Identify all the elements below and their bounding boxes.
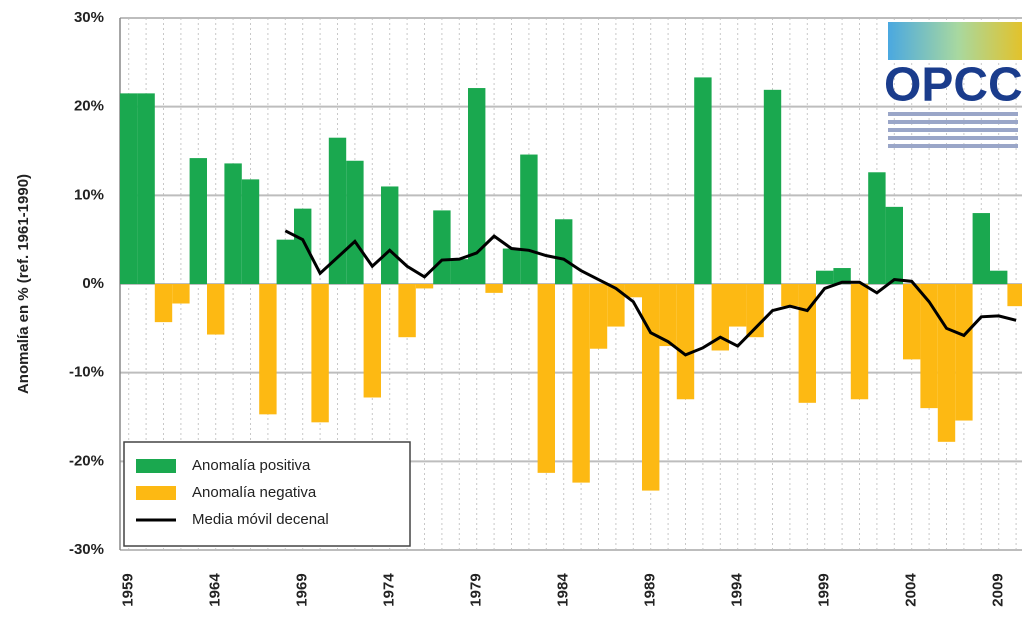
- bar: [798, 284, 816, 403]
- bar: [972, 213, 990, 284]
- bar: [729, 284, 747, 327]
- legend-label: Anomalía positiva: [192, 457, 311, 474]
- x-tick-label: 1989: [642, 573, 659, 606]
- bar: [937, 284, 956, 442]
- bar: [207, 284, 225, 335]
- bar: [154, 284, 173, 323]
- logo: OPCC: [884, 22, 1022, 148]
- y-tick-label: 20%: [74, 98, 104, 115]
- bar: [502, 248, 521, 284]
- bar: [485, 284, 503, 293]
- bar: [415, 284, 434, 289]
- legend-swatch: [136, 486, 176, 500]
- logo-band: [888, 22, 1022, 60]
- x-tick-label: 1959: [120, 573, 137, 606]
- bar: [781, 284, 799, 307]
- bar: [990, 270, 1008, 284]
- bar: [259, 284, 277, 415]
- legend: Anomalía positiva Anomalía negativa Media …: [123, 441, 411, 547]
- bar: [276, 239, 294, 284]
- bar: [311, 284, 329, 423]
- bar: [642, 284, 660, 491]
- bar: [398, 284, 416, 338]
- y-tick-label: 0%: [82, 275, 104, 292]
- bar: [137, 93, 155, 284]
- bar: [1007, 284, 1022, 307]
- bar: [955, 284, 973, 421]
- logo-text: OPCC: [884, 59, 1022, 112]
- x-tick-label: 1969: [294, 573, 311, 606]
- bar: [903, 284, 921, 360]
- y-tick-label: -20%: [69, 452, 104, 469]
- bar: [450, 259, 468, 284]
- x-tick-label: 1994: [729, 573, 746, 607]
- bar: [850, 284, 869, 400]
- bar: [833, 268, 851, 284]
- bar: [868, 172, 886, 284]
- bar: [520, 154, 538, 284]
- bar: [607, 284, 625, 327]
- bar: [694, 77, 712, 284]
- bar: [659, 284, 677, 347]
- logo-line: [888, 128, 1018, 132]
- bar: [885, 206, 903, 284]
- bar: [381, 186, 399, 284]
- x-tick-label: 1974: [381, 573, 398, 607]
- bar: [711, 284, 729, 351]
- bar: [676, 284, 695, 400]
- x-tick-label: 1984: [555, 573, 572, 607]
- bar: [328, 137, 347, 284]
- logo-line: [888, 120, 1018, 124]
- bar: [920, 284, 938, 409]
- y-axis-label: Anomalía en % (ref. 1961-1990): [15, 174, 32, 394]
- bar: [433, 210, 451, 284]
- y-tick-label: -10%: [69, 364, 104, 381]
- bar: [189, 158, 207, 284]
- bar: [624, 284, 642, 298]
- bar: [468, 88, 486, 285]
- bar: [816, 270, 834, 284]
- y-tick-label: -30%: [69, 541, 104, 558]
- legend-label: Anomalía negativa: [192, 484, 317, 501]
- bar: [537, 284, 555, 473]
- bar: [294, 208, 312, 284]
- x-tick-label: 2004: [903, 573, 920, 607]
- x-tick-label: 1964: [207, 573, 224, 607]
- logo-line: [888, 112, 1018, 116]
- bar: [363, 284, 381, 398]
- logo-line: [888, 144, 1018, 148]
- bar: [763, 89, 782, 284]
- bar: [572, 284, 590, 483]
- x-tick-label: 2009: [990, 573, 1007, 606]
- legend-swatch: [136, 459, 176, 473]
- moving-average-line: [284, 229, 1017, 357]
- legend-label: Media móvil decenal: [192, 511, 329, 528]
- x-tick-label: 1979: [468, 573, 485, 606]
- bar: [346, 160, 364, 284]
- bar: [172, 284, 190, 304]
- y-tick-label: 30%: [74, 9, 104, 26]
- bar: [241, 179, 260, 284]
- x-tick-label: 1999: [816, 573, 833, 606]
- bar: [224, 163, 242, 284]
- bar: [555, 219, 573, 284]
- bar: [120, 93, 138, 284]
- y-tick-label: 10%: [74, 186, 104, 203]
- logo-line: [888, 136, 1018, 140]
- bar: [589, 284, 608, 349]
